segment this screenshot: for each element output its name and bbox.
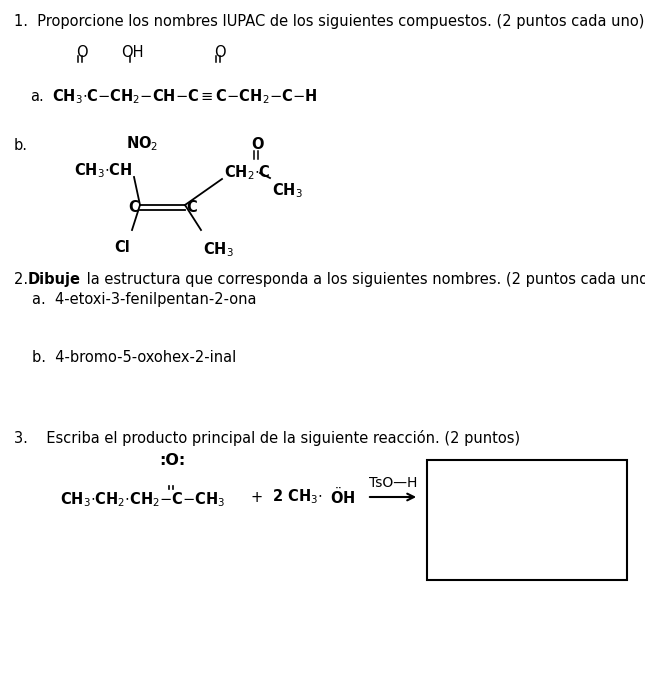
Text: a.  4-etoxi-3-fenilpentan-2-ona: a. 4-etoxi-3-fenilpentan-2-ona bbox=[32, 292, 257, 307]
Text: 2.: 2. bbox=[14, 272, 37, 287]
Text: b.  4-bromo-5-oxohex-2-inal: b. 4-bromo-5-oxohex-2-inal bbox=[32, 350, 236, 365]
Bar bbox=[427, 460, 627, 580]
Text: CH$_3$$\cdot$CH: CH$_3$$\cdot$CH bbox=[74, 162, 132, 181]
Text: 3.    Escriba el producto principal de la siguiente reacción. (2 puntos): 3. Escriba el producto principal de la s… bbox=[14, 430, 520, 446]
Text: :O:: :O: bbox=[159, 453, 185, 468]
Text: la estructura que corresponda a los siguientes nombres. (2 puntos cada uno): la estructura que corresponda a los sigu… bbox=[82, 272, 645, 287]
Text: CH$_3$$\cdot$C$-$CH$_2$$-$CH$-$C$\equiv$C$-$CH$_2$$-$C$-$H: CH$_3$$\cdot$C$-$CH$_2$$-$CH$-$C$\equiv$… bbox=[52, 87, 317, 106]
Text: C: C bbox=[186, 199, 197, 214]
Text: TsO—H: TsO—H bbox=[369, 476, 417, 490]
Text: C: C bbox=[128, 199, 139, 214]
Text: CH$_2$$\cdot$C: CH$_2$$\cdot$C bbox=[224, 164, 270, 183]
Text: O: O bbox=[252, 137, 264, 152]
Text: 1.  Proporcione los nombres IUPAC de los siguientes compuestos. (2 puntos cada u: 1. Proporcione los nombres IUPAC de los … bbox=[14, 14, 644, 29]
Text: b.: b. bbox=[14, 138, 28, 153]
Text: a.: a. bbox=[30, 89, 44, 104]
Text: O: O bbox=[214, 45, 226, 60]
Text: 2 CH$_3$$\cdot$: 2 CH$_3$$\cdot$ bbox=[272, 488, 322, 506]
Text: NO$_2$: NO$_2$ bbox=[126, 134, 158, 153]
Text: CH$_3$$\cdot$CH$_2$$\cdot$CH$_2$$-$C$-$CH$_3$: CH$_3$$\cdot$CH$_2$$\cdot$CH$_2$$-$C$-$C… bbox=[60, 490, 226, 509]
Text: CH$_3$: CH$_3$ bbox=[203, 240, 233, 259]
Text: +: + bbox=[250, 489, 262, 505]
Text: CH$_3$: CH$_3$ bbox=[272, 181, 303, 200]
Text: Dibuje: Dibuje bbox=[28, 272, 81, 287]
Text: $\ddot{\mathbf{O}}$H: $\ddot{\mathbf{O}}$H bbox=[330, 486, 355, 507]
Text: O: O bbox=[76, 45, 88, 60]
Text: Cl: Cl bbox=[114, 240, 130, 255]
Text: OH: OH bbox=[121, 45, 143, 60]
